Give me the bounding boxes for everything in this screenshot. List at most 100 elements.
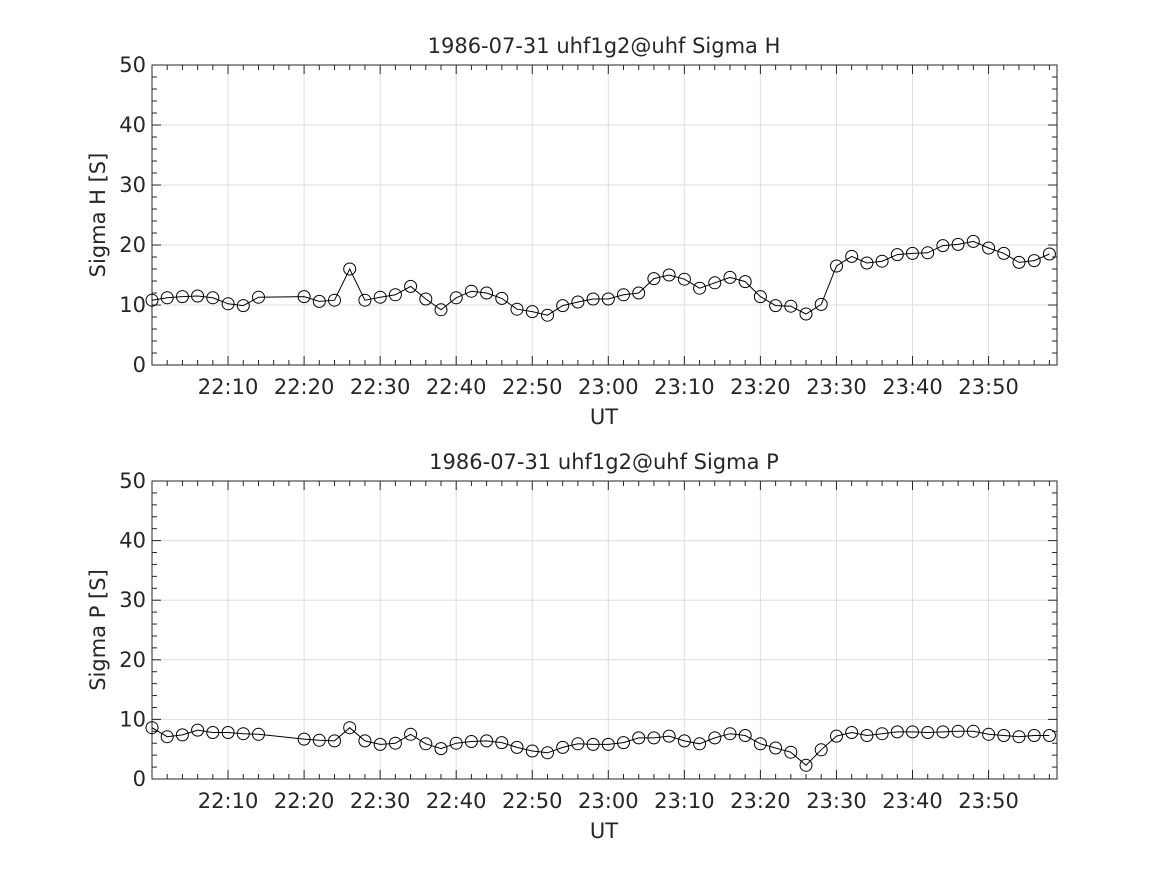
y-tick-label-sigma-p: 20 — [119, 648, 146, 672]
data-point-sigma-p — [723, 727, 737, 741]
data-point-sigma-h — [936, 239, 950, 253]
axes-frame-sigma-h — [151, 64, 1058, 366]
data-point-sigma-h — [343, 262, 357, 276]
data-point-sigma-h — [404, 279, 418, 293]
data-point-sigma-p — [601, 737, 615, 751]
data-point-sigma-h — [358, 293, 372, 307]
data-point-sigma-p — [206, 726, 220, 739]
data-point-sigma-h — [510, 302, 524, 316]
data-point-sigma-h — [525, 305, 539, 319]
data-point-sigma-p — [982, 727, 996, 741]
data-point-sigma-p — [404, 727, 418, 741]
x-tick-label-sigma-h: 22:10 — [198, 375, 259, 399]
x-tick-label-sigma-h: 22:40 — [426, 375, 487, 399]
data-point-sigma-p — [966, 724, 980, 738]
x-tick-label-sigma-p: 22:30 — [350, 789, 411, 813]
x-tick-label-sigma-p: 22:10 — [198, 789, 259, 813]
data-point-sigma-p — [419, 737, 433, 751]
data-point-sigma-p — [571, 737, 585, 751]
data-point-sigma-h — [434, 303, 448, 317]
data-point-sigma-h — [723, 270, 737, 284]
data-point-sigma-h — [586, 292, 600, 306]
grid-sigma-p — [152, 480, 1057, 780]
data-point-sigma-h — [145, 293, 159, 307]
data-point-sigma-h — [693, 281, 707, 295]
data-point-sigma-p — [708, 731, 722, 745]
data-point-sigma-p — [738, 729, 752, 742]
data-point-sigma-p — [1027, 729, 1041, 742]
data-point-sigma-h — [875, 254, 889, 268]
data-point-sigma-p — [160, 730, 174, 744]
series-line-sigma-p — [151, 727, 1050, 766]
data-point-sigma-h — [191, 289, 205, 303]
data-point-sigma-h — [297, 290, 311, 304]
data-point-sigma-p — [830, 729, 843, 743]
data-point-sigma-p — [312, 733, 326, 747]
series-sigma-p — [145, 721, 1056, 772]
data-point-sigma-p — [662, 729, 676, 743]
data-point-sigma-h — [753, 290, 767, 304]
data-point-sigma-h — [373, 290, 387, 304]
data-point-sigma-h — [556, 299, 570, 313]
data-point-sigma-h — [541, 308, 554, 322]
data-point-sigma-p — [632, 731, 646, 745]
data-point-sigma-p — [525, 744, 539, 758]
x-tick-label-sigma-p: 23:40 — [882, 789, 943, 813]
x-tick-label-sigma-p: 22:40 — [426, 789, 487, 813]
data-point-sigma-p — [921, 726, 935, 739]
x-tick-label-sigma-p: 22:50 — [502, 789, 563, 813]
data-point-sigma-p — [784, 745, 798, 759]
x-axis-label-sigma-p: UT — [590, 819, 618, 843]
x-tick-label-sigma-h: 22:30 — [350, 375, 411, 399]
data-point-sigma-h — [617, 288, 630, 302]
data-point-sigma-h — [388, 288, 402, 302]
data-point-sigma-h — [997, 246, 1011, 260]
x-tick-label-sigma-p: 23:50 — [958, 789, 1019, 813]
y-tick-label-sigma-h: 20 — [119, 233, 146, 257]
data-point-sigma-h — [1027, 254, 1041, 268]
data-point-sigma-p — [191, 723, 205, 737]
data-point-sigma-h — [1012, 255, 1026, 269]
data-point-sigma-p — [617, 736, 630, 750]
data-point-sigma-p — [890, 725, 904, 739]
x-tick-label-sigma-h: 23:40 — [882, 375, 943, 399]
x-tick-label-sigma-p: 23:00 — [578, 789, 639, 813]
data-point-sigma-p — [753, 737, 767, 751]
data-point-sigma-h — [1042, 247, 1056, 261]
data-point-sigma-p — [814, 743, 828, 757]
data-point-sigma-h — [236, 299, 250, 313]
data-point-sigma-p — [373, 737, 387, 751]
data-point-sigma-p — [328, 734, 341, 748]
data-point-sigma-h — [890, 248, 904, 262]
chart-title-sigma-p: 1986-07-31 uhf1g2@uhf Sigma P — [429, 450, 779, 474]
data-point-sigma-p — [875, 727, 889, 741]
data-point-sigma-h — [784, 299, 798, 313]
data-point-sigma-h — [464, 284, 478, 298]
data-point-sigma-h — [632, 286, 646, 300]
data-point-sigma-h — [966, 234, 980, 248]
data-point-sigma-h — [495, 291, 509, 305]
minor-ticks-sigma-p — [152, 481, 1057, 779]
x-tick-label-sigma-h: 23:50 — [958, 375, 1019, 399]
x-tick-label-sigma-p: 22:20 — [274, 789, 335, 813]
x-tick-label-sigma-p: 23:20 — [730, 789, 791, 813]
data-point-sigma-h — [830, 259, 843, 273]
data-point-sigma-h — [175, 290, 189, 304]
x-tick-label-sigma-h: 23:00 — [578, 375, 639, 399]
x-tick-label-sigma-h: 23:20 — [730, 375, 791, 399]
y-tick-label-sigma-p: 0 — [133, 767, 146, 791]
data-point-sigma-h — [982, 241, 996, 255]
data-point-sigma-h — [312, 294, 326, 308]
data-point-sigma-p — [221, 726, 235, 739]
x-tick-label-sigma-h: 23:30 — [806, 375, 867, 399]
data-point-sigma-p — [769, 741, 783, 755]
data-point-sigma-p — [480, 734, 494, 748]
series-sigma-h — [145, 234, 1056, 322]
data-point-sigma-h — [252, 290, 265, 304]
y-tick-label-sigma-h: 40 — [119, 113, 146, 137]
y-tick-labels-sigma-h: 0 10 20 30 40 50 — [119, 53, 146, 377]
data-point-sigma-p — [145, 721, 159, 735]
data-point-sigma-p — [434, 742, 448, 756]
y-axis-label-sigma-h: Sigma H [S] — [86, 153, 110, 278]
data-point-sigma-h — [160, 291, 174, 305]
